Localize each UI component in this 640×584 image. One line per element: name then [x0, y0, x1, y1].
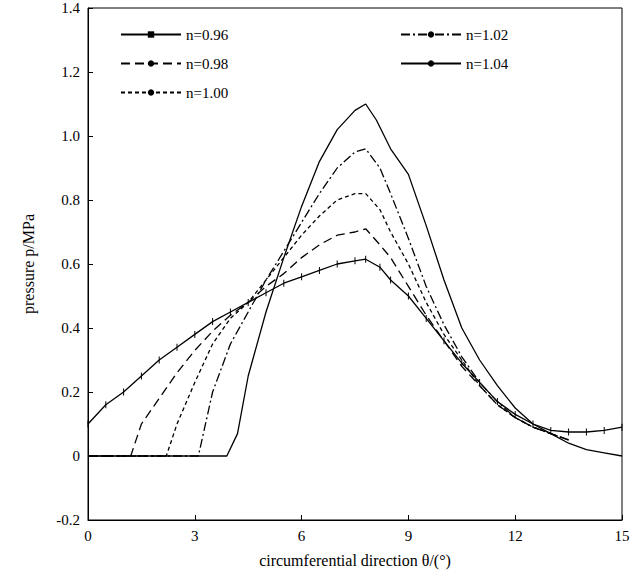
svg-text:15: 15 — [615, 528, 630, 544]
svg-text:n=0.96: n=0.96 — [186, 27, 229, 43]
svg-text:0.8: 0.8 — [61, 192, 80, 208]
svg-text:6: 6 — [298, 528, 306, 544]
svg-text:9: 9 — [405, 528, 413, 544]
svg-text:1.4: 1.4 — [61, 0, 80, 16]
svg-text:0: 0 — [73, 448, 81, 464]
svg-text:1.2: 1.2 — [61, 64, 80, 80]
svg-text:n=1.04: n=1.04 — [466, 56, 509, 72]
svg-text:0: 0 — [84, 528, 92, 544]
svg-text:0.4: 0.4 — [61, 320, 80, 336]
svg-text:n=1.00: n=1.00 — [186, 85, 228, 101]
svg-text:n=1.02: n=1.02 — [466, 27, 508, 43]
svg-text:3: 3 — [191, 528, 199, 544]
svg-text:0.2: 0.2 — [61, 384, 80, 400]
svg-text:0.6: 0.6 — [61, 256, 80, 272]
svg-text:circumferential direction θ/(°: circumferential direction θ/(°) — [259, 552, 451, 570]
svg-text:12: 12 — [508, 528, 523, 544]
svg-text:-0.2: -0.2 — [56, 512, 80, 528]
svg-text:1.0: 1.0 — [61, 128, 80, 144]
svg-text:n=0.98: n=0.98 — [186, 56, 228, 72]
svg-text:pressure p/MPa: pressure p/MPa — [20, 214, 38, 314]
